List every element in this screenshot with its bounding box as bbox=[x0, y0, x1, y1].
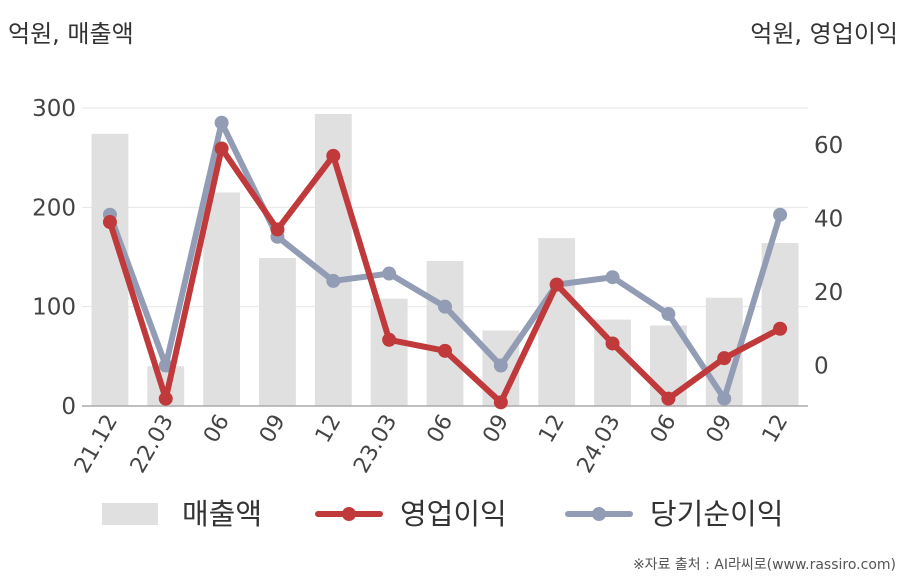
x-tick-label: 21.12 bbox=[70, 411, 123, 478]
x-tick-label: 06 bbox=[646, 411, 682, 448]
net-income-point bbox=[773, 207, 788, 222]
x-tick-label: 06 bbox=[199, 411, 235, 448]
operating-profit-point bbox=[102, 215, 117, 230]
operating-profit-point bbox=[605, 336, 620, 351]
operating-profit-point bbox=[382, 332, 397, 347]
x-tick-label: 12 bbox=[534, 411, 570, 448]
operating-profit-point bbox=[158, 391, 173, 406]
right-tick-label: 20 bbox=[814, 280, 843, 306]
net-income-point bbox=[661, 307, 676, 322]
legend-label-operating-profit: 영업이익 bbox=[400, 497, 507, 531]
x-tick-label: 22.03 bbox=[126, 411, 179, 478]
x-tick-label: 09 bbox=[702, 411, 738, 448]
operating-profit-point bbox=[214, 141, 229, 156]
net-income-point bbox=[717, 391, 732, 406]
net-income-point bbox=[326, 273, 341, 288]
x-tick-label: 23.03 bbox=[349, 411, 402, 478]
right-tick-label: 0 bbox=[814, 354, 829, 380]
source-note: ※자료 출처 : AI라씨로(www.rassiro.com) bbox=[632, 557, 896, 573]
net-income-point bbox=[382, 266, 397, 281]
net-income-point bbox=[493, 358, 508, 373]
legend-marker-operating-profit bbox=[342, 507, 356, 521]
operating-profit-point bbox=[661, 391, 676, 406]
revenue-bar bbox=[538, 238, 576, 406]
net-income-point bbox=[605, 270, 620, 285]
x-tick-label: 09 bbox=[478, 411, 514, 448]
left-tick-label: 0 bbox=[61, 394, 76, 420]
x-tick-label: 09 bbox=[255, 411, 291, 448]
left-tick-label: 100 bbox=[32, 295, 76, 321]
legend: 매출액 영업이익 당기순이익 bbox=[102, 497, 783, 531]
revenue-bar bbox=[259, 257, 296, 406]
revenue-bars bbox=[91, 113, 799, 407]
operating-profit-point bbox=[438, 343, 452, 358]
x-tick-label: 12 bbox=[758, 411, 794, 448]
net-income-point bbox=[438, 299, 452, 314]
left-axis-unit: 억원, 매출액 bbox=[8, 20, 134, 48]
revenue-bar bbox=[370, 298, 408, 406]
left-tick-label: 200 bbox=[32, 195, 76, 221]
operating-profit-point bbox=[493, 395, 508, 410]
right-tick-label: 40 bbox=[814, 206, 843, 232]
legend-swatch-revenue bbox=[102, 503, 158, 525]
profit-lines bbox=[102, 115, 788, 410]
net-income-point bbox=[158, 358, 173, 373]
right-tick-label: 60 bbox=[814, 133, 843, 159]
legend-marker-net-income bbox=[592, 507, 606, 521]
x-tick-label: 24.03 bbox=[573, 411, 626, 478]
operating-profit-point bbox=[773, 321, 788, 336]
revenue-bar bbox=[426, 260, 464, 406]
left-tick-label: 300 bbox=[32, 96, 76, 122]
net-income-point bbox=[214, 115, 229, 130]
right-axis-unit: 억원, 영업이익 bbox=[750, 20, 898, 48]
operating-profit-point bbox=[326, 148, 341, 163]
x-tick-label: 06 bbox=[423, 411, 459, 448]
operating-profit-point bbox=[549, 277, 564, 292]
revenue-bar bbox=[203, 192, 241, 406]
legend-label-net-income: 당기순이익 bbox=[650, 497, 783, 531]
operating-profit-point bbox=[717, 351, 732, 366]
legend-label-revenue: 매출액 bbox=[182, 497, 262, 531]
x-tick-label: 12 bbox=[311, 411, 347, 448]
operating-profit-point bbox=[270, 222, 285, 237]
